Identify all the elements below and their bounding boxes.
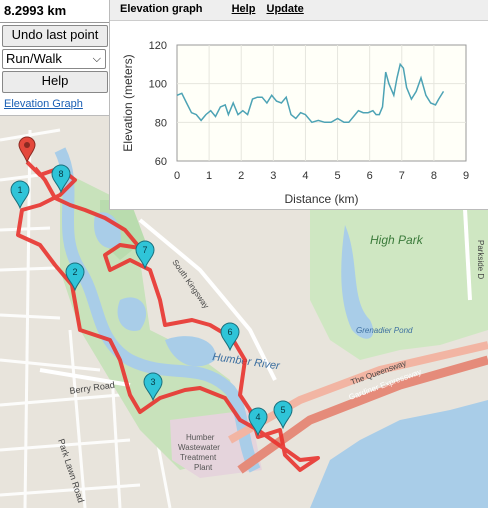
waypoint-marker-6[interactable]: 6: [220, 322, 240, 352]
pond-3: [165, 336, 216, 367]
elevation-series-line: [176, 62, 445, 124]
label-treatment-plant: Humber Wastewater Treatment Plant: [178, 433, 220, 472]
elevation-chart: 0 1 2 3 4 5 6 7 8 9 60 80 100 120 Distance (km) Elevati…: [121, 40, 469, 206]
waypoint-marker-1[interactable]: 1: [10, 180, 30, 210]
marker-number: 5: [280, 405, 285, 415]
y-tick-label: 100: [149, 79, 167, 91]
route-line[interactable]: [16, 160, 320, 472]
label-high-park: High Park: [370, 233, 424, 247]
x-tick-label: 9: [463, 170, 469, 182]
mode-select[interactable]: Run/Walk ⌵: [2, 49, 106, 69]
y-tick-label: 60: [155, 156, 167, 168]
x-tick-label: 0: [174, 170, 180, 182]
x-tick-label: 5: [334, 170, 340, 182]
marker-pin-icon: [135, 240, 155, 270]
y-axis-title: Elevation (meters): [121, 54, 135, 151]
marker-pin-icon: [220, 322, 240, 352]
waypoint-marker-8[interactable]: 8: [51, 164, 71, 194]
plot-area: [176, 44, 467, 162]
x-tick-label: 3: [270, 170, 276, 182]
marker-pin-icon: [143, 372, 163, 402]
marker-pin-icon: [248, 407, 268, 437]
x-tick-label: 2: [238, 170, 244, 182]
parkside-road: [463, 208, 472, 301]
marker-number: 6: [227, 327, 232, 337]
x-tick-label: 1: [206, 170, 212, 182]
distance-readout: 8.2993 km: [0, 0, 109, 23]
marker-number: 7: [142, 245, 147, 255]
marker-pin-icon: [51, 164, 71, 194]
graph-update-link[interactable]: Update: [266, 3, 304, 15]
x-axis-title: Distance (km): [284, 192, 358, 206]
elevation-graph-panel: Elevation graph Help Update 0 1 2 3 4 5 6 7 8 9 60…: [109, 0, 488, 210]
start-marker[interactable]: [18, 136, 36, 164]
y-tick-label: 120: [149, 40, 167, 52]
grenadier-pond: [341, 225, 374, 339]
waypoint-marker-4[interactable]: 4: [248, 407, 268, 437]
label-parkside: Parkside D: [476, 240, 485, 279]
marker-number: 2: [72, 267, 77, 277]
waypoint-marker-7[interactable]: 7: [135, 240, 155, 270]
help-button[interactable]: Help: [2, 71, 108, 93]
marker-number: 8: [58, 169, 63, 179]
waypoint-marker-3[interactable]: 3: [143, 372, 163, 402]
marker-number: 3: [150, 377, 155, 387]
control-panel: 8.2993 km Undo last point Run/Walk ⌵ Hel…: [0, 0, 110, 116]
mode-select-value: Run/Walk: [6, 51, 62, 66]
elevation-graph-link[interactable]: Elevation Graph: [4, 98, 83, 110]
marker-number: 4: [255, 412, 260, 422]
y-tick-label: 80: [155, 117, 167, 129]
south-kingsway-road: [138, 218, 277, 381]
berry-road-line: [39, 368, 131, 387]
undo-last-point-button[interactable]: Undo last point: [2, 25, 108, 47]
humber-river: [54, 147, 261, 473]
graph-header: Elevation graph Help Update: [110, 0, 488, 21]
marker-pin-icon: [65, 262, 85, 292]
pond-2: [117, 297, 147, 331]
marker-pin-icon: [273, 400, 293, 430]
x-tick-label: 7: [399, 170, 405, 182]
street-grid: [0, 128, 172, 508]
label-grenadier-pond: Grenadier Pond: [356, 326, 413, 335]
graph-title: Elevation graph: [120, 3, 203, 15]
waypoint-marker-5[interactable]: 5: [273, 400, 293, 430]
waypoint-markers: 1 2 3 4 5 6 7 8: [10, 164, 293, 437]
x-tick-label: 8: [431, 170, 437, 182]
gardiner-road: [237, 355, 488, 474]
chevron-down-icon: ⌵: [92, 53, 101, 65]
high-park-area: [310, 209, 488, 360]
x-tick-label: 6: [367, 170, 373, 182]
x-tick-label: 4: [302, 170, 308, 182]
lake-ontario: [310, 400, 488, 508]
marker-pin-icon: [10, 180, 30, 210]
waypoint-marker-2[interactable]: 2: [65, 262, 85, 292]
graph-help-link[interactable]: Help: [231, 3, 256, 15]
marker-number: 1: [17, 185, 22, 195]
